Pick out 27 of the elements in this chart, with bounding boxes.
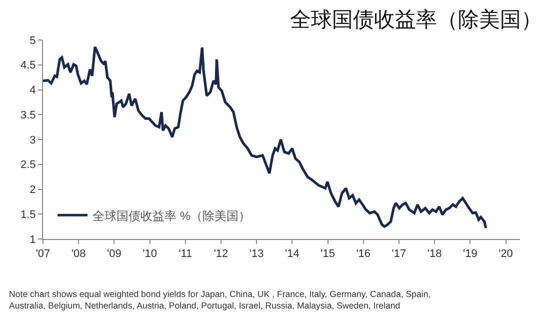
- y-tick-label: 3: [30, 134, 36, 146]
- y-tick-label: 2.5: [20, 159, 36, 172]
- x-tick-label: '07: [36, 248, 50, 260]
- text: Note chart shows equal weighted bond yields for Japan, China, UK , France, Italy, Germany, Canada, Spain, Australia, Belgium, Netherlands, Austria, Poland, Portugal, Israel, Russia, Malaysia, Sweden, Ireland: [9, 289, 431, 310]
- x-tick-label: '15: [320, 248, 335, 260]
- x-tick-label: '11: [178, 248, 192, 260]
- x-tick-label: '08: [71, 248, 86, 260]
- y-tick-label: 5: [30, 34, 36, 47]
- x-tick-label: '16: [356, 248, 371, 260]
- y-tick-label: 1: [30, 234, 36, 246]
- y-tick-label: 2: [30, 184, 36, 196]
- x-tick-label: '13: [249, 248, 264, 260]
- y-tick-label: 4: [30, 84, 36, 97]
- x-tick-label: '09: [107, 248, 122, 260]
- x-tick-label: '20: [498, 248, 513, 260]
- line-series: [43, 46, 488, 230]
- y-tick-label: 4.5: [20, 60, 36, 72]
- x-tick-label: '19: [462, 248, 478, 260]
- x-tick-label: '12: [214, 248, 228, 260]
- legend-label: 全球国债收益率 %（除美国）: [92, 208, 251, 223]
- x-tick-label: '18: [427, 248, 442, 260]
- y-tick-label: 3.5: [20, 109, 36, 122]
- x-tick-label: '17: [392, 248, 406, 260]
- x-tick-label: '14: [285, 248, 300, 260]
- chart-title: 全球国债收益率（除美国）: [290, 8, 542, 32]
- y-tick-label: 1.5: [20, 208, 36, 221]
- x-tick-label: '10: [142, 248, 157, 260]
